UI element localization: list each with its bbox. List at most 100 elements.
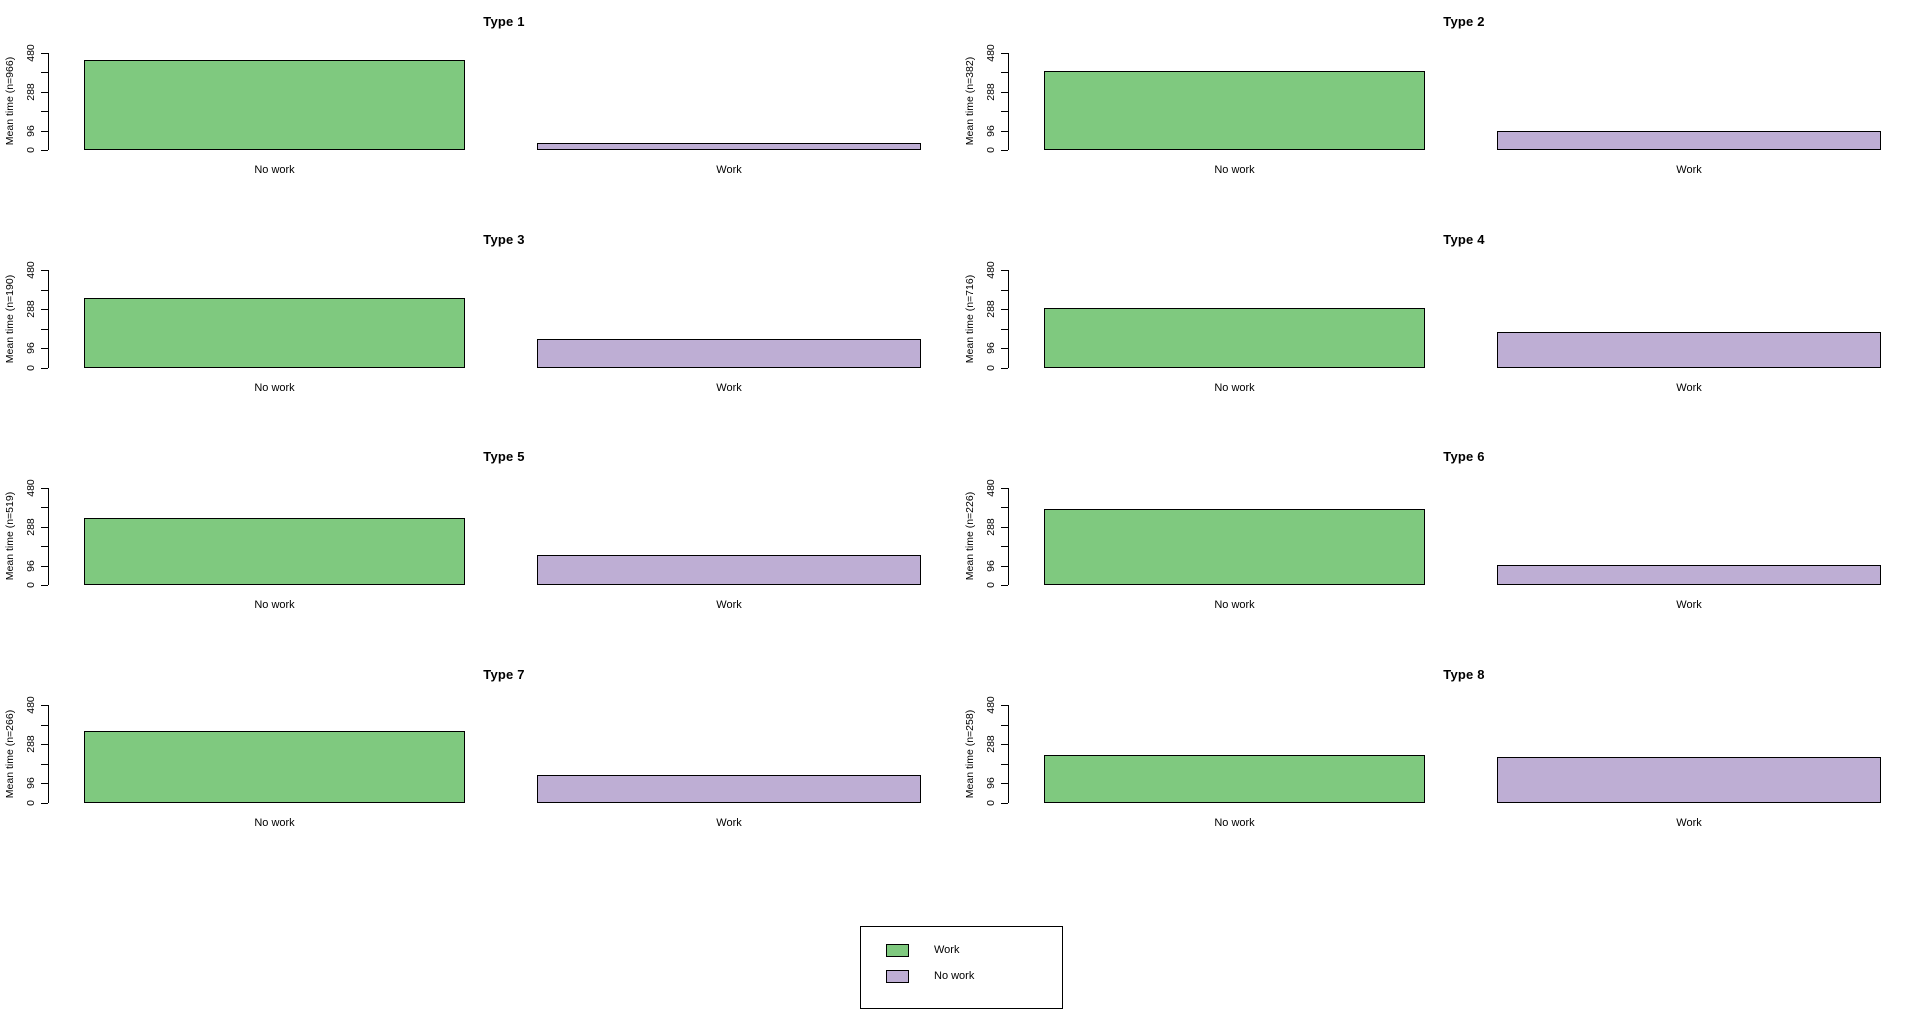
x-category-label-work: Work [1676, 599, 1702, 611]
y-axis-tick [1001, 289, 1008, 291]
y-axis-tick [1001, 150, 1008, 151]
y-axis-tick [1001, 705, 1008, 706]
legend: Work No work [860, 926, 1063, 1009]
y-axis-tick-label: 480 [25, 43, 37, 62]
x-category-label-work: Work [716, 816, 742, 829]
y-axis-tick [1001, 367, 1008, 369]
bar-no-work [1044, 308, 1425, 368]
y-axis-tick [1001, 91, 1008, 93]
y-axis-tick [41, 585, 48, 586]
y-axis-tick [41, 802, 48, 804]
y-axis-tick [41, 130, 48, 132]
legend-label-no-work: No work [934, 970, 975, 982]
y-axis-tick-label: 96 [985, 777, 997, 789]
y-axis-tick [1001, 802, 1008, 804]
y-axis-tick-label: 96 [25, 124, 37, 137]
y-axis-tick [41, 367, 48, 369]
bar-work [537, 143, 921, 150]
y-axis-tick [41, 507, 48, 508]
y-axis-tick-label: 96 [985, 559, 997, 572]
y-axis-tick [41, 565, 48, 567]
y-axis-tick [1001, 52, 1008, 54]
y-axis-line [1008, 270, 1009, 368]
y-axis-tick [1001, 111, 1008, 112]
y-axis-tick [41, 91, 48, 93]
y-axis-tick [1001, 783, 1008, 784]
y-axis-line [1008, 52, 1009, 150]
y-axis-tick-label: 480 [985, 696, 997, 714]
y-axis-title: Mean time (n=382) [964, 57, 976, 146]
x-category-label-work: Work [1676, 381, 1702, 394]
bar-work [1497, 331, 1881, 368]
y-axis-tick [41, 328, 48, 330]
y-axis-tick [41, 289, 48, 291]
bar-work [537, 339, 921, 368]
y-axis-tick [1001, 546, 1008, 547]
y-axis-line [1008, 487, 1009, 585]
x-category-label-work: Work [1676, 164, 1702, 176]
y-axis-tick [41, 270, 48, 271]
y-axis-tick-label: 96 [25, 777, 37, 789]
y-axis-title: Mean time (n=226) [964, 492, 976, 581]
y-axis-tick-label: 480 [25, 478, 37, 497]
y-axis-tick [41, 546, 48, 547]
y-axis-tick [41, 72, 48, 73]
y-axis-tick [1001, 526, 1008, 528]
y-axis-tick [41, 111, 48, 112]
y-axis-tick-label: 480 [985, 43, 997, 62]
x-category-label-no-work: No work [254, 381, 295, 394]
y-axis-tick [41, 783, 48, 784]
y-axis-tick [41, 526, 48, 528]
bar-no-work [1044, 70, 1425, 150]
bar-no-work [84, 298, 465, 368]
y-axis-tick [1001, 72, 1008, 73]
bar-no-work [84, 731, 465, 803]
y-axis-title: Mean time (n=966) [4, 57, 16, 146]
bar-no-work [84, 59, 465, 150]
y-axis-tick-label: 96 [25, 342, 37, 354]
chart-title: Type 3 [483, 231, 525, 247]
y-axis-line [48, 270, 49, 368]
y-axis-tick-label: 288 [25, 735, 37, 753]
y-axis-tick [1001, 507, 1008, 508]
chart-title: Type 4 [1443, 231, 1485, 247]
x-category-label-no-work: No work [254, 599, 295, 611]
chart-title: Type 5 [483, 449, 525, 464]
chart-title: Type 8 [1443, 666, 1485, 682]
y-axis-tick [1001, 763, 1008, 765]
y-axis-tick-label: 480 [25, 261, 37, 279]
x-category-label-no-work: No work [1214, 381, 1255, 394]
bar-no-work [1044, 754, 1425, 803]
y-axis-line [48, 52, 49, 150]
x-category-label-work: Work [716, 164, 742, 176]
y-axis-tick [41, 309, 48, 310]
y-axis-title: Mean time (n=258) [964, 709, 976, 798]
y-axis-title: Mean time (n=266) [4, 709, 16, 798]
y-axis-tick [1001, 130, 1008, 132]
x-category-label-no-work: No work [1214, 599, 1255, 611]
chart-title: Type 6 [1443, 449, 1485, 464]
x-category-label-work: Work [1676, 816, 1702, 829]
y-axis-tick-label: 480 [985, 478, 997, 497]
y-axis-title: Mean time (n=190) [4, 274, 16, 363]
y-axis-tick-label: 96 [25, 559, 37, 572]
y-axis-tick-label: 480 [25, 696, 37, 714]
x-category-label-no-work: No work [1214, 164, 1255, 176]
y-axis-tick-label: 288 [985, 735, 997, 753]
legend-swatch-work [886, 944, 909, 957]
y-axis-tick [41, 150, 48, 151]
legend-swatch-no-work [886, 970, 909, 983]
bar-work [537, 555, 921, 585]
y-axis-tick-label: 288 [25, 82, 37, 101]
y-axis-tick-label: 96 [985, 124, 997, 137]
y-axis-tick [1001, 270, 1008, 271]
y-axis-tick [1001, 724, 1008, 726]
y-axis-tick-label: 288 [25, 300, 37, 318]
legend-label-work: Work [934, 944, 960, 956]
